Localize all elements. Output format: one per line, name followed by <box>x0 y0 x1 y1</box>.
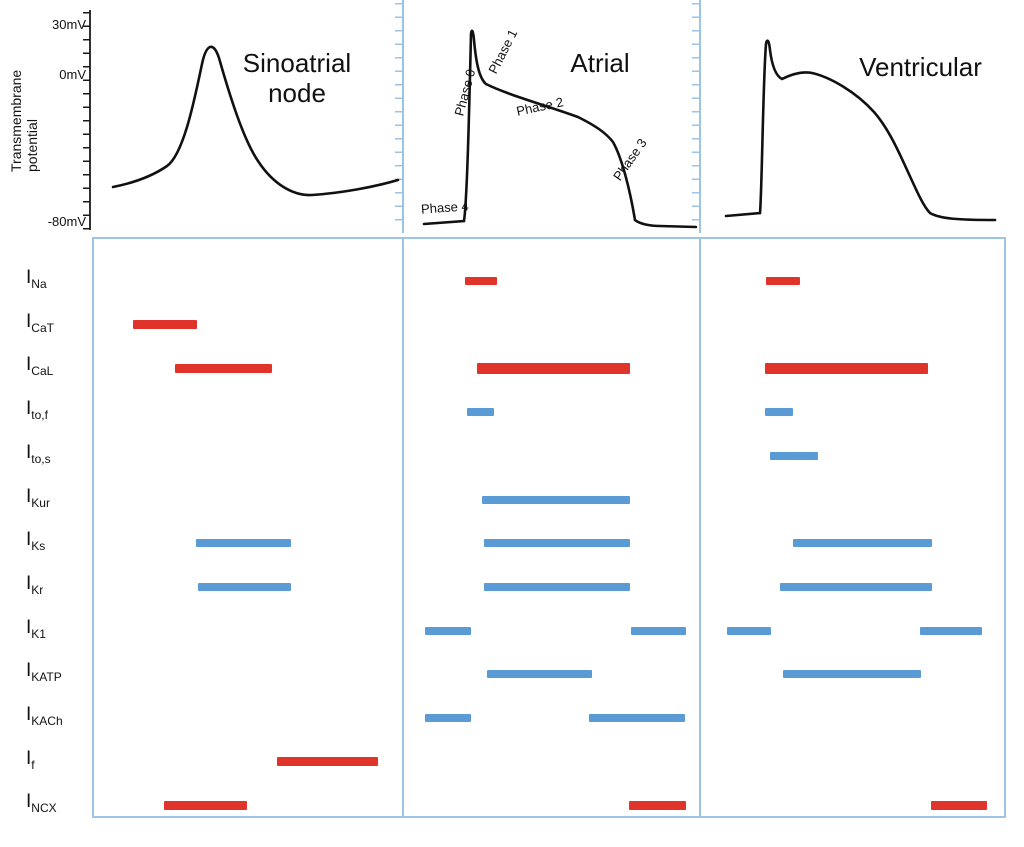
current-label-na: INa <box>26 267 47 291</box>
tick-label-0mv: 0mV <box>59 67 86 82</box>
panel-divider-top-1 <box>402 0 404 233</box>
current-label-ks: IKs <box>26 529 46 553</box>
panel-title-atrial: Atrial <box>570 48 630 78</box>
bar-cal-sinoatrial <box>175 363 272 373</box>
bar-k1-atrial <box>425 626 471 635</box>
current-label-k1: IK1 <box>26 616 46 641</box>
bar-ncx-atrial-1 <box>629 800 686 810</box>
current-label-tof: Ito,f <box>26 398 48 422</box>
divider-ticks-1 <box>395 3 402 231</box>
bar-ncx-sinoatrial <box>164 800 247 810</box>
bar-k1-atrial-1 <box>631 626 686 635</box>
panel-divider-top-2 <box>699 0 701 233</box>
current-label-katp: IKATP <box>26 660 62 685</box>
bar-tof-atrial <box>467 408 494 417</box>
panel-divider-bottom-1 <box>402 239 404 816</box>
bar-kach-atrial <box>425 714 471 722</box>
action-potential-area: Transmembrane potential 30mV 0mV -80mV S… <box>0 0 1024 235</box>
bar-ks-atrial-1 <box>484 539 630 548</box>
bar-k1-ventricular-3 <box>920 626 982 635</box>
bar-ks-ventricular-2 <box>793 539 932 548</box>
waveforms-svg <box>89 10 997 230</box>
bar-f-sinoatrial <box>277 757 378 767</box>
bar-na-atrial <box>465 277 497 285</box>
panel-title-sinoatrial: Sinoatrial node <box>242 48 352 108</box>
panel-title-ventricular: Ventricular <box>859 52 982 82</box>
bar-katp-atrial <box>487 670 592 679</box>
bar-k1-ventricular-2 <box>727 626 771 635</box>
current-label-tos: Ito,s <box>26 441 51 466</box>
bar-tof-ventricular-1 <box>765 408 793 417</box>
bar-kr-sinoatrial <box>198 582 291 591</box>
divider-ticks-2 <box>692 3 699 231</box>
current-label-kur: IKur <box>26 485 50 510</box>
tick-label-30mv: 30mV <box>52 17 86 32</box>
tick-label-m80mv: -80mV <box>47 214 86 229</box>
left-axis-ticks <box>83 12 90 230</box>
bar-katp-ventricular-1 <box>783 670 921 679</box>
bar-kr-atrial-1 <box>484 582 630 591</box>
current-label-cat: ICaT <box>26 310 54 335</box>
bar-kur-atrial <box>482 495 630 504</box>
bar-cal-ventricular-2 <box>765 362 928 374</box>
atrial-waveform <box>422 29 698 229</box>
current-label-f: If <box>26 747 35 772</box>
current-label-kr: IKr <box>26 572 44 597</box>
sinoatrial-waveform <box>111 45 400 197</box>
current-label-kach: IKACh <box>26 704 63 728</box>
bar-cal-atrial-1 <box>477 362 630 374</box>
bar-kr-ventricular-2 <box>780 582 932 591</box>
ventricular-waveform <box>724 39 997 222</box>
current-label-ncx: INCX <box>26 791 57 816</box>
bar-ncx-ventricular-2 <box>931 800 987 810</box>
panel-divider-bottom-2 <box>699 239 701 816</box>
bar-na-ventricular-1 <box>766 277 800 285</box>
current-label-cal: ICaL <box>26 354 54 379</box>
currents-box <box>92 237 1006 818</box>
bar-cat-sinoatrial <box>133 320 197 330</box>
bar-tos-ventricular <box>770 451 818 460</box>
bar-kach-atrial-1 <box>589 714 685 722</box>
bar-ks-sinoatrial <box>196 539 291 548</box>
